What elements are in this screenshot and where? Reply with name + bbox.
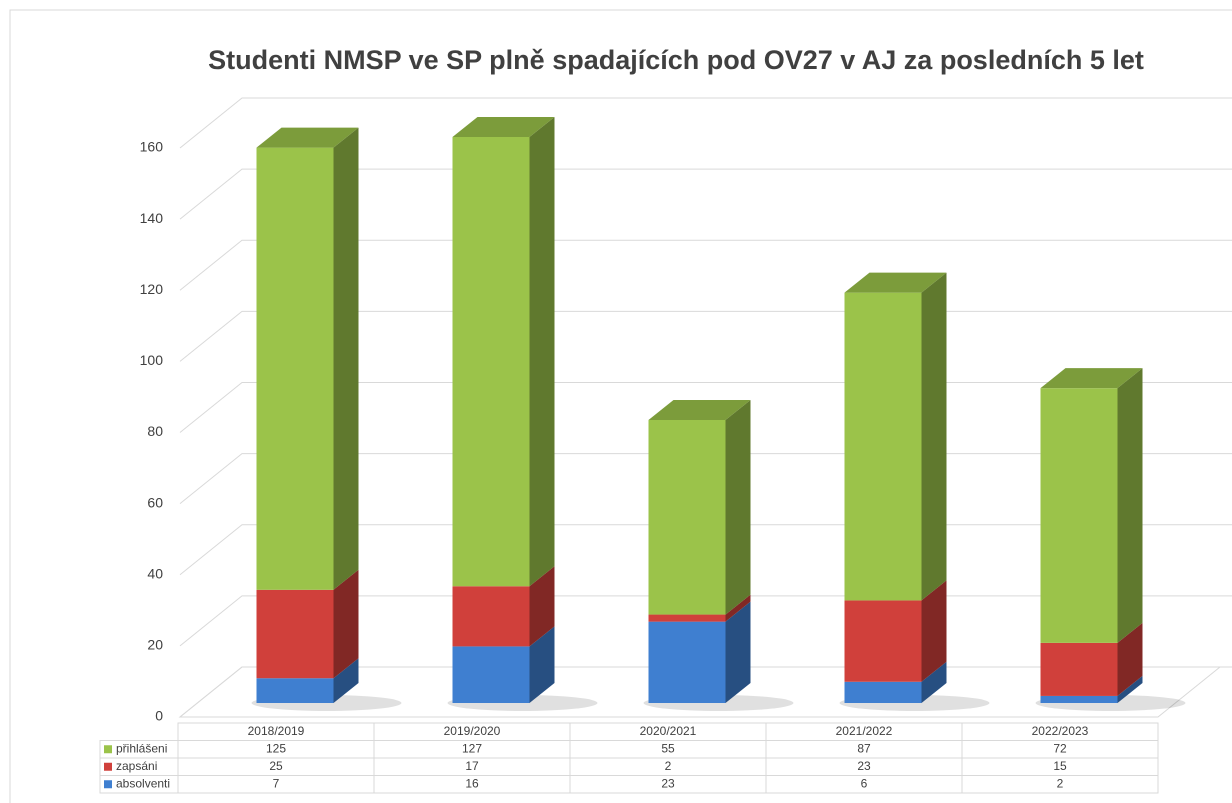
bar-side xyxy=(1117,675,1143,703)
bar-side xyxy=(921,272,947,601)
table-value: 87 xyxy=(857,741,871,755)
legend-key xyxy=(104,745,112,754)
legend-key xyxy=(104,762,112,771)
y-tick-label: 100 xyxy=(140,352,164,368)
table-value: 17 xyxy=(465,759,479,773)
bar-side xyxy=(333,658,359,703)
bar-side xyxy=(529,626,555,703)
x-tick-label: 2018/2019 xyxy=(248,724,305,738)
bar-top xyxy=(648,400,751,420)
bar-segment xyxy=(256,589,334,679)
bar-segment xyxy=(452,646,530,703)
bar-top xyxy=(256,127,359,148)
table-value: 55 xyxy=(661,741,675,755)
y-tick-label: 20 xyxy=(147,637,163,653)
x-tick-label: 2021/2022 xyxy=(836,724,893,738)
bar-segment xyxy=(1040,388,1118,643)
bar-segment xyxy=(844,292,922,601)
legend-label: absolventi xyxy=(116,776,170,790)
table-row xyxy=(99,775,1159,794)
bar-side xyxy=(725,601,751,703)
bar-side xyxy=(333,127,359,590)
bar-segment xyxy=(256,147,334,590)
y-tick-label: 80 xyxy=(147,423,163,439)
grid-line xyxy=(179,97,1232,149)
y-tick-label: 60 xyxy=(147,494,163,510)
grid-line xyxy=(179,239,1232,291)
bar-segment xyxy=(648,420,726,615)
bar-top xyxy=(452,117,555,137)
y-tick-label: 0 xyxy=(155,708,163,724)
x-tick-label: 2019/2020 xyxy=(444,724,501,738)
table-value: 125 xyxy=(266,741,286,755)
y-tick-label: 140 xyxy=(140,210,164,226)
bar-top xyxy=(844,272,947,293)
table-value: 16 xyxy=(465,776,479,790)
x-tick-label: 2020/2021 xyxy=(640,724,697,738)
bar-side xyxy=(1117,368,1143,643)
bar-side xyxy=(529,566,555,647)
bar-segment xyxy=(648,621,726,703)
y-tick-label: 160 xyxy=(140,139,164,155)
table-value: 6 xyxy=(861,776,868,790)
bar-segment xyxy=(452,586,530,647)
legend-key xyxy=(104,780,112,789)
bar-segment xyxy=(844,681,922,703)
table-value: 2 xyxy=(665,759,672,773)
bar-side xyxy=(725,594,751,622)
bar-side xyxy=(921,580,947,682)
table-value: 15 xyxy=(1053,759,1067,773)
bar-segment xyxy=(844,600,922,682)
chart-title: Studenti NMSP ve SP plně spadajících pod… xyxy=(208,45,1144,75)
bar-side xyxy=(529,117,555,587)
table-value: 127 xyxy=(462,741,482,755)
bar-segment xyxy=(1040,695,1118,703)
table-value: 72 xyxy=(1053,741,1067,755)
bar-top xyxy=(1040,368,1143,389)
grid-line xyxy=(179,168,1232,220)
x-tick-label: 2022/2023 xyxy=(1032,724,1089,738)
table-value: 25 xyxy=(269,759,283,773)
bar-side xyxy=(921,661,947,703)
table-value: 23 xyxy=(857,759,871,773)
table-value: 23 xyxy=(661,776,675,790)
bar-segment xyxy=(1040,642,1118,696)
bar-side xyxy=(1117,622,1143,696)
table-value: 7 xyxy=(273,776,280,790)
bar-segment xyxy=(648,614,726,622)
y-tick-label: 120 xyxy=(140,281,164,297)
table-value: 2 xyxy=(1057,776,1064,790)
bar-segment xyxy=(256,678,334,703)
legend-label: zapsáni xyxy=(116,759,157,773)
y-tick-label: 40 xyxy=(147,565,163,581)
bar-segment xyxy=(452,137,530,587)
bar-side xyxy=(333,569,359,679)
bar-side xyxy=(725,400,751,615)
legend-label: přihlášeni xyxy=(116,741,167,755)
